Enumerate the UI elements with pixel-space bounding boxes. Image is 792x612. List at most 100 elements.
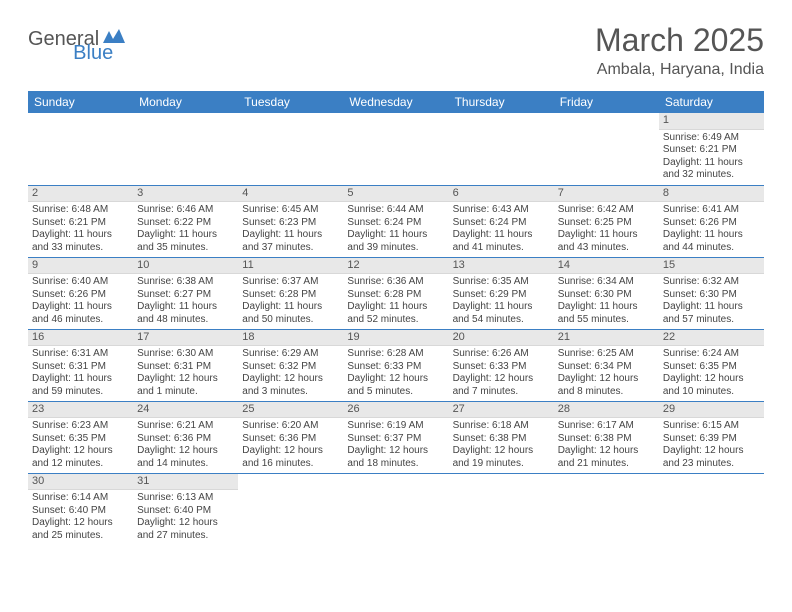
day-body: Sunrise: 6:23 AMSunset: 6:35 PMDaylight:… (28, 418, 133, 472)
day-cell: 27Sunrise: 6:18 AMSunset: 6:38 PMDayligh… (449, 401, 554, 473)
sunset-text: Sunset: 6:31 PM (137, 361, 234, 374)
day-number: 10 (133, 258, 238, 275)
day-body: Sunrise: 6:36 AMSunset: 6:28 PMDaylight:… (343, 274, 448, 328)
sunrise-text: Sunrise: 6:25 AM (558, 348, 655, 361)
sunrise-text: Sunrise: 6:30 AM (137, 348, 234, 361)
day-body: Sunrise: 6:48 AMSunset: 6:21 PMDaylight:… (28, 202, 133, 256)
day-cell: 8Sunrise: 6:41 AMSunset: 6:26 PMDaylight… (659, 185, 764, 257)
daylight-text: Daylight: 12 hours and 16 minutes. (242, 445, 339, 470)
day-cell: 28Sunrise: 6:17 AMSunset: 6:38 PMDayligh… (554, 401, 659, 473)
daylight-text: Daylight: 11 hours and 44 minutes. (663, 229, 760, 254)
weekday-header: Saturday (659, 91, 764, 113)
day-body: Sunrise: 6:19 AMSunset: 6:37 PMDaylight:… (343, 418, 448, 472)
day-cell: 22Sunrise: 6:24 AMSunset: 6:35 PMDayligh… (659, 329, 764, 401)
sunset-text: Sunset: 6:28 PM (347, 289, 444, 302)
sunrise-text: Sunrise: 6:31 AM (32, 348, 129, 361)
sunset-text: Sunset: 6:33 PM (453, 361, 550, 374)
calendar-table: Sunday Monday Tuesday Wednesday Thursday… (28, 91, 764, 545)
logo-text-2: Blue (73, 42, 113, 64)
daylight-text: Daylight: 12 hours and 7 minutes. (453, 373, 550, 398)
sunrise-text: Sunrise: 6:40 AM (32, 276, 129, 289)
daylight-text: Daylight: 12 hours and 23 minutes. (663, 445, 760, 470)
daylight-text: Daylight: 11 hours and 59 minutes. (32, 373, 129, 398)
daylight-text: Daylight: 11 hours and 48 minutes. (137, 301, 234, 326)
weekday-header-row: Sunday Monday Tuesday Wednesday Thursday… (28, 91, 764, 113)
day-number: 5 (343, 186, 448, 203)
logo: General Blue (28, 28, 169, 51)
day-number: 18 (238, 330, 343, 347)
sunrise-text: Sunrise: 6:14 AM (32, 492, 129, 505)
day-cell: 18Sunrise: 6:29 AMSunset: 6:32 PMDayligh… (238, 329, 343, 401)
weekday-header: Tuesday (238, 91, 343, 113)
sunrise-text: Sunrise: 6:44 AM (347, 204, 444, 217)
day-number: 29 (659, 402, 764, 419)
sunset-text: Sunset: 6:24 PM (347, 217, 444, 230)
week-row: 9Sunrise: 6:40 AMSunset: 6:26 PMDaylight… (28, 257, 764, 329)
day-body: Sunrise: 6:44 AMSunset: 6:24 PMDaylight:… (343, 202, 448, 256)
daylight-text: Daylight: 12 hours and 10 minutes. (663, 373, 760, 398)
week-row: 23Sunrise: 6:23 AMSunset: 6:35 PMDayligh… (28, 401, 764, 473)
day-body: Sunrise: 6:14 AMSunset: 6:40 PMDaylight:… (28, 490, 133, 544)
day-number: 25 (238, 402, 343, 419)
sunset-text: Sunset: 6:27 PM (137, 289, 234, 302)
day-number: 1 (659, 113, 764, 130)
day-number: 6 (449, 186, 554, 203)
sunrise-text: Sunrise: 6:45 AM (242, 204, 339, 217)
day-number: 8 (659, 186, 764, 203)
sunrise-text: Sunrise: 6:29 AM (242, 348, 339, 361)
week-row: 1Sunrise: 6:49 AMSunset: 6:21 PMDaylight… (28, 113, 764, 185)
day-number: 31 (133, 474, 238, 491)
day-cell: 24Sunrise: 6:21 AMSunset: 6:36 PMDayligh… (133, 401, 238, 473)
header: General Blue March 2025 Ambala, Haryana,… (28, 22, 764, 79)
day-body: Sunrise: 6:31 AMSunset: 6:31 PMDaylight:… (28, 346, 133, 400)
day-number: 3 (133, 186, 238, 203)
sunrise-text: Sunrise: 6:34 AM (558, 276, 655, 289)
day-cell: 6Sunrise: 6:43 AMSunset: 6:24 PMDaylight… (449, 185, 554, 257)
sunset-text: Sunset: 6:29 PM (453, 289, 550, 302)
daylight-text: Daylight: 11 hours and 43 minutes. (558, 229, 655, 254)
day-number: 11 (238, 258, 343, 275)
day-cell: 12Sunrise: 6:36 AMSunset: 6:28 PMDayligh… (343, 257, 448, 329)
day-body: Sunrise: 6:43 AMSunset: 6:24 PMDaylight:… (449, 202, 554, 256)
day-cell (554, 113, 659, 185)
daylight-text: Daylight: 12 hours and 25 minutes. (32, 517, 129, 542)
day-cell: 10Sunrise: 6:38 AMSunset: 6:27 PMDayligh… (133, 257, 238, 329)
sunset-text: Sunset: 6:21 PM (32, 217, 129, 230)
day-body: Sunrise: 6:29 AMSunset: 6:32 PMDaylight:… (238, 346, 343, 400)
sunrise-text: Sunrise: 6:41 AM (663, 204, 760, 217)
sunset-text: Sunset: 6:28 PM (242, 289, 339, 302)
day-body: Sunrise: 6:13 AMSunset: 6:40 PMDaylight:… (133, 490, 238, 544)
sunrise-text: Sunrise: 6:46 AM (137, 204, 234, 217)
day-cell: 15Sunrise: 6:32 AMSunset: 6:30 PMDayligh… (659, 257, 764, 329)
sunrise-text: Sunrise: 6:35 AM (453, 276, 550, 289)
day-cell: 26Sunrise: 6:19 AMSunset: 6:37 PMDayligh… (343, 401, 448, 473)
day-number: 23 (28, 402, 133, 419)
sunrise-text: Sunrise: 6:24 AM (663, 348, 760, 361)
sunrise-text: Sunrise: 6:48 AM (32, 204, 129, 217)
day-body: Sunrise: 6:21 AMSunset: 6:36 PMDaylight:… (133, 418, 238, 472)
day-number: 15 (659, 258, 764, 275)
day-cell (28, 113, 133, 185)
day-cell: 21Sunrise: 6:25 AMSunset: 6:34 PMDayligh… (554, 329, 659, 401)
day-number: 4 (238, 186, 343, 203)
month-title: March 2025 (595, 22, 764, 59)
sunset-text: Sunset: 6:39 PM (663, 433, 760, 446)
title-block: March 2025 Ambala, Haryana, India (595, 22, 764, 79)
sunset-text: Sunset: 6:38 PM (558, 433, 655, 446)
sunrise-text: Sunrise: 6:38 AM (137, 276, 234, 289)
day-body: Sunrise: 6:24 AMSunset: 6:35 PMDaylight:… (659, 346, 764, 400)
daylight-text: Daylight: 12 hours and 8 minutes. (558, 373, 655, 398)
day-body: Sunrise: 6:46 AMSunset: 6:22 PMDaylight:… (133, 202, 238, 256)
sunset-text: Sunset: 6:38 PM (453, 433, 550, 446)
day-cell: 2Sunrise: 6:48 AMSunset: 6:21 PMDaylight… (28, 185, 133, 257)
day-number: 17 (133, 330, 238, 347)
day-cell: 11Sunrise: 6:37 AMSunset: 6:28 PMDayligh… (238, 257, 343, 329)
sunrise-text: Sunrise: 6:23 AM (32, 420, 129, 433)
day-cell: 20Sunrise: 6:26 AMSunset: 6:33 PMDayligh… (449, 329, 554, 401)
sunset-text: Sunset: 6:36 PM (137, 433, 234, 446)
sunset-text: Sunset: 6:35 PM (663, 361, 760, 374)
day-body: Sunrise: 6:49 AMSunset: 6:21 PMDaylight:… (659, 130, 764, 184)
day-cell: 17Sunrise: 6:30 AMSunset: 6:31 PMDayligh… (133, 329, 238, 401)
weekday-header: Friday (554, 91, 659, 113)
day-cell: 25Sunrise: 6:20 AMSunset: 6:36 PMDayligh… (238, 401, 343, 473)
